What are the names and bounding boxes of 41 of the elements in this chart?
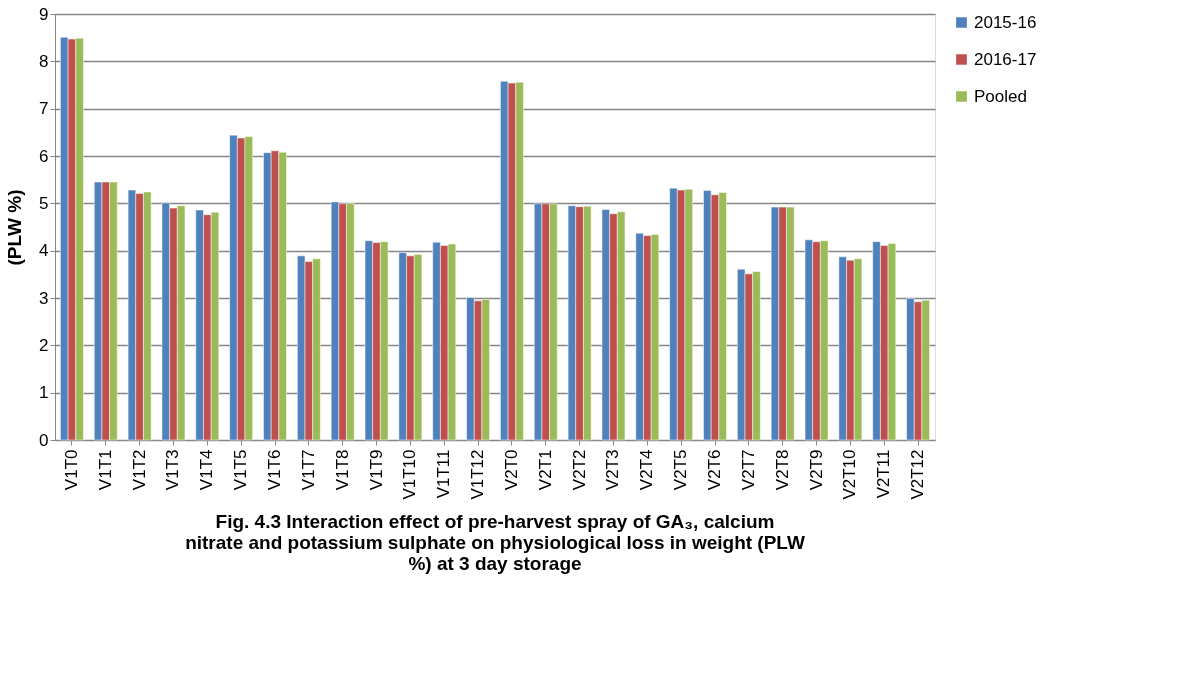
x-tick-label: V2T4 xyxy=(637,449,657,491)
x-tick-label: V2T1 xyxy=(535,449,555,491)
y-tick-label: 6 xyxy=(39,146,49,166)
x-tick-label: V1T4 xyxy=(197,449,217,491)
x-tick-label: V2T0 xyxy=(501,449,521,491)
y-tick-label: 2 xyxy=(39,335,49,355)
y-tick-label: 3 xyxy=(39,288,49,308)
x-tick-label: V1T10 xyxy=(400,449,420,500)
x-tick-label: V1T2 xyxy=(129,449,149,491)
x-tick-label: V2T8 xyxy=(772,449,792,491)
y-tick-label: 1 xyxy=(39,383,49,403)
x-tick-label: V2T10 xyxy=(840,449,860,500)
x-tick-label: V1T12 xyxy=(468,449,488,500)
x-tick-label: V1T9 xyxy=(366,449,386,491)
x-tick-label: V2T11 xyxy=(874,449,894,499)
x-tick-label: V1T6 xyxy=(265,449,284,491)
x-tick-label: V2T5 xyxy=(671,449,691,491)
x-tick-label: V2T6 xyxy=(705,449,724,491)
x-tick-label: V2T3 xyxy=(603,449,623,491)
x-tick-label: V1T7 xyxy=(298,449,318,491)
y-tick-label: 0 xyxy=(39,430,49,450)
y-axis-title: (PLW %) xyxy=(4,189,26,266)
text: Fig. 4.3 Interaction effect of pre-harvest spray of GA₃, calcium nitrate and potassium sulphate on physiological loss in weight (PLW %) at 3 day storage xyxy=(185,511,805,575)
x-tick-label: V1T11 xyxy=(434,449,454,499)
x-tick-label: V1T8 xyxy=(332,449,352,491)
x-tick-label: V2T2 xyxy=(569,449,589,491)
x-tick-label: V2T12 xyxy=(908,449,928,500)
y-tick-label: 9 xyxy=(39,4,49,24)
legend-label: 2015-16 xyxy=(974,12,1037,32)
x-tick-label: V2T9 xyxy=(806,449,826,491)
legend-label: Pooled xyxy=(974,86,1027,106)
y-tick-label: 7 xyxy=(39,99,49,119)
y-tick-label: 5 xyxy=(39,193,49,213)
x-tick-label: V1T1 xyxy=(95,449,115,491)
x-tick-label: V1T3 xyxy=(163,449,183,491)
x-tick-label: V1T5 xyxy=(231,449,251,491)
y-tick-label: 8 xyxy=(39,51,49,71)
x-tick-label: V1T0 xyxy=(61,449,81,491)
x-tick-label: V2T7 xyxy=(738,449,758,491)
legend-label: 2016-17 xyxy=(974,49,1037,69)
y-tick-label: 4 xyxy=(39,241,49,261)
